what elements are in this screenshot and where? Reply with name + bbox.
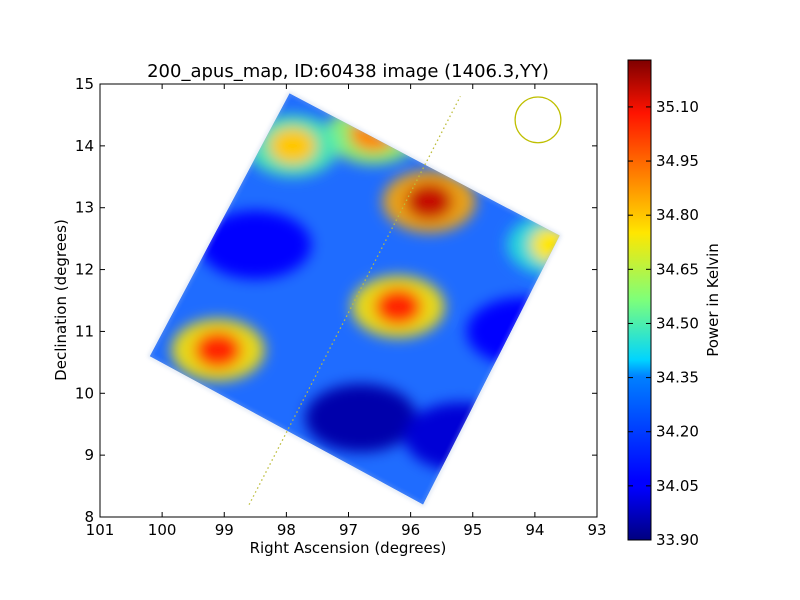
colorbar-tick-label: 34.35 (656, 369, 699, 387)
colorbar-tick-label: 34.20 (656, 423, 699, 441)
colorbar-ticks: 33.90 34.05 34.20 34.35 34.50 34.65 34.80 34.95… (628, 98, 699, 549)
y-tick-label: 10 (75, 384, 94, 402)
y-tick-label: 11 (75, 322, 94, 340)
map-footprint-edge (148, 91, 562, 506)
colorbar-tick-label: 34.65 (656, 260, 699, 278)
cold-region (305, 383, 417, 453)
y-axis-label: Declination (degrees) (52, 219, 70, 381)
beam-circle-overlay (514, 96, 562, 144)
x-tick-label: 101 (86, 521, 115, 539)
hot-spot (374, 288, 422, 326)
hot-spot (194, 331, 242, 369)
colorbar-label: Power in Kelvin (704, 243, 722, 357)
colorbar-tick-label: 35.10 (656, 98, 699, 116)
colorbar-tick-label: 33.90 (656, 531, 699, 549)
x-axis-label: Right Ascension (degrees) (250, 539, 447, 557)
x-tick-label: 99 (215, 521, 234, 539)
cold-region (199, 210, 312, 279)
x-tick-label: 98 (277, 521, 296, 539)
hot-spot (529, 226, 560, 264)
y-axis: 8 9 10 11 12 13 14 15 (75, 75, 597, 526)
x-tick-label: 96 (401, 521, 420, 539)
colorbar-tick-label: 34.50 (656, 314, 699, 332)
hot-spot (405, 182, 453, 221)
colorbar-gradient (627, 59, 652, 541)
x-tick-label: 94 (525, 521, 544, 539)
y-tick-label: 12 (75, 261, 94, 279)
x-tick-label: 93 (587, 521, 606, 539)
y-tick-label: 14 (75, 137, 94, 155)
y-tick-label: 15 (75, 75, 94, 93)
colorbar-tick-label: 34.95 (656, 152, 699, 170)
dotted-line-overlay (248, 96, 461, 505)
x-axis: 101 100 99 98 97 96 95 94 93 (86, 84, 607, 539)
y-tick-label: 9 (84, 446, 94, 464)
hot-spot (268, 127, 317, 165)
x-tick-label: 100 (148, 521, 177, 539)
x-tick-label: 95 (463, 521, 482, 539)
colorbar-tick-label: 34.05 (656, 477, 699, 495)
y-tick-label: 13 (75, 199, 94, 217)
y-tick-label: 8 (84, 508, 94, 526)
plot-area (100, 84, 597, 517)
colorbar: 33.90 34.05 34.20 34.35 34.50 34.65 34.80 34.95… (627, 59, 722, 549)
x-tick-label: 97 (339, 521, 358, 539)
colorbar-tick-label: 34.80 (656, 206, 699, 224)
chart-title: 200_apus_map, ID:60438 image (1406.3,YY) (147, 61, 549, 82)
